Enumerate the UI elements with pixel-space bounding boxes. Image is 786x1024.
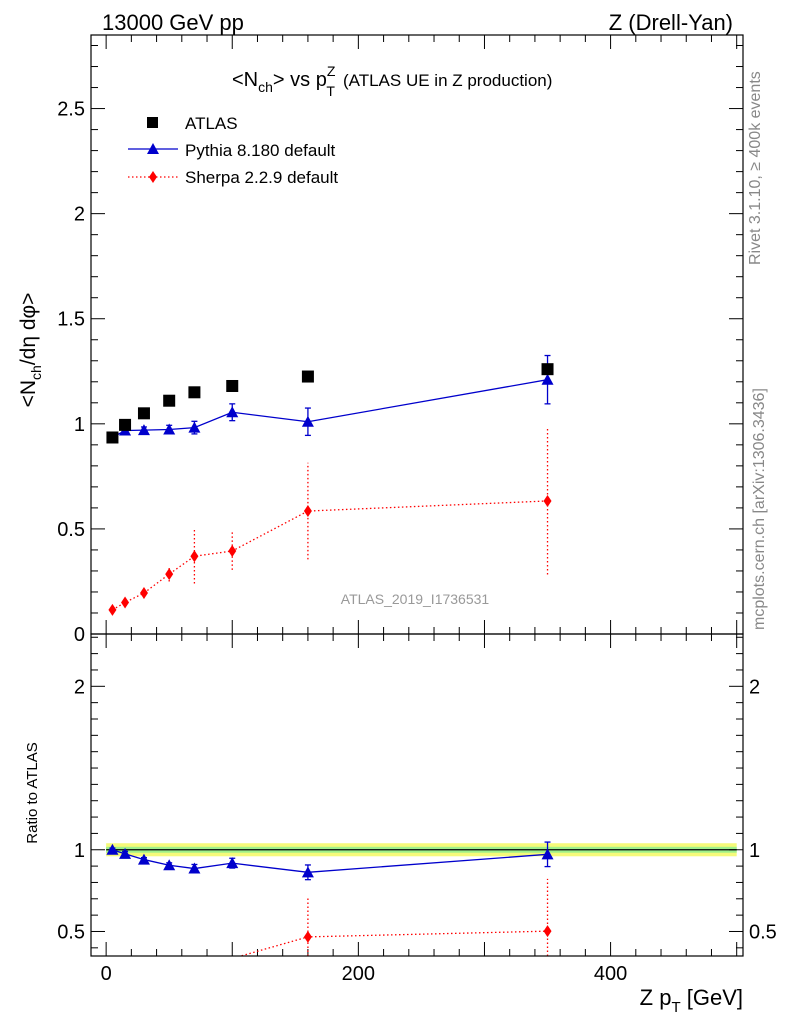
main-pythia-line bbox=[112, 379, 548, 439]
legend-atlas-marker bbox=[147, 117, 158, 128]
main-axis-ticks: 0 0.5 1 1.5 2 2.5 bbox=[57, 35, 743, 646]
main-pythia-point bbox=[137, 424, 150, 436]
ratio-pythia-point bbox=[163, 859, 176, 871]
mcplots-label: mcplots.cern.ch [arXiv:1306.3436] bbox=[751, 388, 768, 630]
main-atlas-point bbox=[301, 370, 314, 383]
title-main-sub: ch bbox=[258, 79, 273, 95]
ratio-sherpa-line bbox=[238, 930, 548, 956]
main-sherpa-point bbox=[190, 550, 199, 563]
rivet-label: Rivet 3.1.10, ≥ 400k events bbox=[747, 71, 764, 265]
ratio-ytick-label-right: 1 bbox=[749, 840, 760, 862]
title-pt-sub: T bbox=[326, 83, 335, 99]
main-atlas-point bbox=[137, 407, 150, 420]
legend-pythia-label: Pythia 8.180 default bbox=[185, 141, 336, 160]
main-sherpa-point bbox=[139, 587, 148, 600]
header-left: 13000 GeV pp bbox=[102, 10, 244, 35]
header-right: Z (Drell-Yan) bbox=[609, 10, 733, 35]
title-main-prefix: <N bbox=[232, 69, 258, 91]
main-ytick-label: 1 bbox=[74, 414, 85, 436]
ratio-pythia-point bbox=[226, 857, 239, 869]
main-pythia-point bbox=[541, 373, 554, 385]
title-pt-sup: Z bbox=[327, 63, 336, 79]
title-suffix: (ATLAS UE in Z production) bbox=[343, 71, 552, 90]
ratio-frame bbox=[90, 633, 744, 957]
main-pythia-point bbox=[163, 423, 176, 435]
main-sherpa-point bbox=[108, 603, 117, 616]
ratio-ytick-label-left: 1 bbox=[74, 840, 85, 862]
main-sherpa-point bbox=[121, 596, 130, 609]
main-atlas-point bbox=[541, 363, 554, 376]
main-series bbox=[106, 354, 554, 616]
ratio-xlabel-b: [GeV] bbox=[681, 985, 743, 1010]
main-sherpa-point bbox=[543, 494, 552, 507]
main-ytick-label: 1.5 bbox=[57, 309, 85, 331]
ratio-pythia-point bbox=[188, 862, 201, 874]
main-ytick-label: 0.5 bbox=[57, 519, 85, 541]
ratio-xtick-label: 400 bbox=[594, 963, 627, 985]
ratio-ytick-label-right: 2 bbox=[749, 676, 760, 698]
main-atlas-point bbox=[226, 379, 239, 392]
main-ylabel-sub: ch bbox=[28, 365, 44, 380]
ratio-axis-ticks: 0.5 0.5 1 1 2 2 0 200 400 bbox=[57, 634, 777, 985]
ratio-xlabel-a: Z p bbox=[640, 985, 672, 1010]
ratio-xtick-label: 200 bbox=[342, 963, 375, 985]
ratio-series bbox=[106, 841, 554, 956]
ratio-sherpa-point bbox=[543, 925, 552, 938]
main-sherpa-point bbox=[228, 544, 237, 557]
main-pythia-point bbox=[301, 415, 314, 427]
legend-sherpa-label: Sherpa 2.2.9 default bbox=[185, 168, 338, 187]
main-ytick-label: 2.5 bbox=[57, 99, 85, 121]
ratio-xlabel: Z pT [GeV] bbox=[640, 985, 743, 1016]
ratio-ytick-label-left: 2 bbox=[74, 676, 85, 698]
legend-pythia-marker bbox=[147, 143, 159, 154]
main-atlas-point bbox=[188, 386, 201, 399]
ratio-ytick-label-right: 0.5 bbox=[749, 921, 777, 943]
ratio-xtick-label: 0 bbox=[101, 963, 112, 985]
ratio-pythia-point bbox=[106, 843, 119, 855]
watermark: ATLAS_2019_I1736531 bbox=[341, 591, 490, 607]
main-ylabel-b: /dη dφ> bbox=[17, 293, 40, 366]
main-atlas-point bbox=[119, 418, 132, 431]
ratio-pythia-point bbox=[541, 848, 554, 860]
ratio-reference-band bbox=[106, 843, 737, 857]
ratio-ytick-label-left: 0.5 bbox=[57, 921, 85, 943]
ratio-panel: 0.5 0.5 1 1 2 2 0 200 400 bbox=[57, 633, 777, 985]
main-ylabel: <Nch/dη dφ> bbox=[17, 293, 44, 408]
main-pythia-point bbox=[188, 421, 201, 433]
ratio-sherpa-point bbox=[303, 930, 312, 943]
ratio-ylabel: Ratio to ATLAS bbox=[24, 742, 41, 843]
ratio-pythia-point bbox=[137, 853, 150, 865]
main-ylabel-a: <N bbox=[17, 380, 40, 407]
ratio-pythia-point bbox=[119, 847, 132, 859]
ratio-xlabel-sub: T bbox=[671, 999, 680, 1016]
main-sherpa-point bbox=[165, 568, 174, 581]
legend-atlas-label: ATLAS bbox=[185, 114, 238, 133]
legend: ATLAS Pythia 8.180 default Sherpa 2.2.9 … bbox=[128, 114, 338, 187]
ratio-pythia-point bbox=[301, 866, 314, 878]
main-atlas-point bbox=[106, 431, 119, 444]
title-main-mid: > vs p bbox=[273, 69, 327, 91]
plot-title: <Nch> vs pZ T (ATLAS UE in Z production) bbox=[232, 63, 552, 99]
main-pythia-point bbox=[226, 406, 239, 418]
legend-sherpa-marker bbox=[149, 171, 157, 183]
main-panel: 0 0.5 1 1.5 2 2.5 bbox=[57, 34, 744, 646]
main-ytick-label: 2 bbox=[74, 204, 85, 226]
main-sherpa-point bbox=[303, 505, 312, 518]
main-atlas-point bbox=[163, 394, 176, 407]
main-ytick-label: 0 bbox=[74, 624, 85, 646]
